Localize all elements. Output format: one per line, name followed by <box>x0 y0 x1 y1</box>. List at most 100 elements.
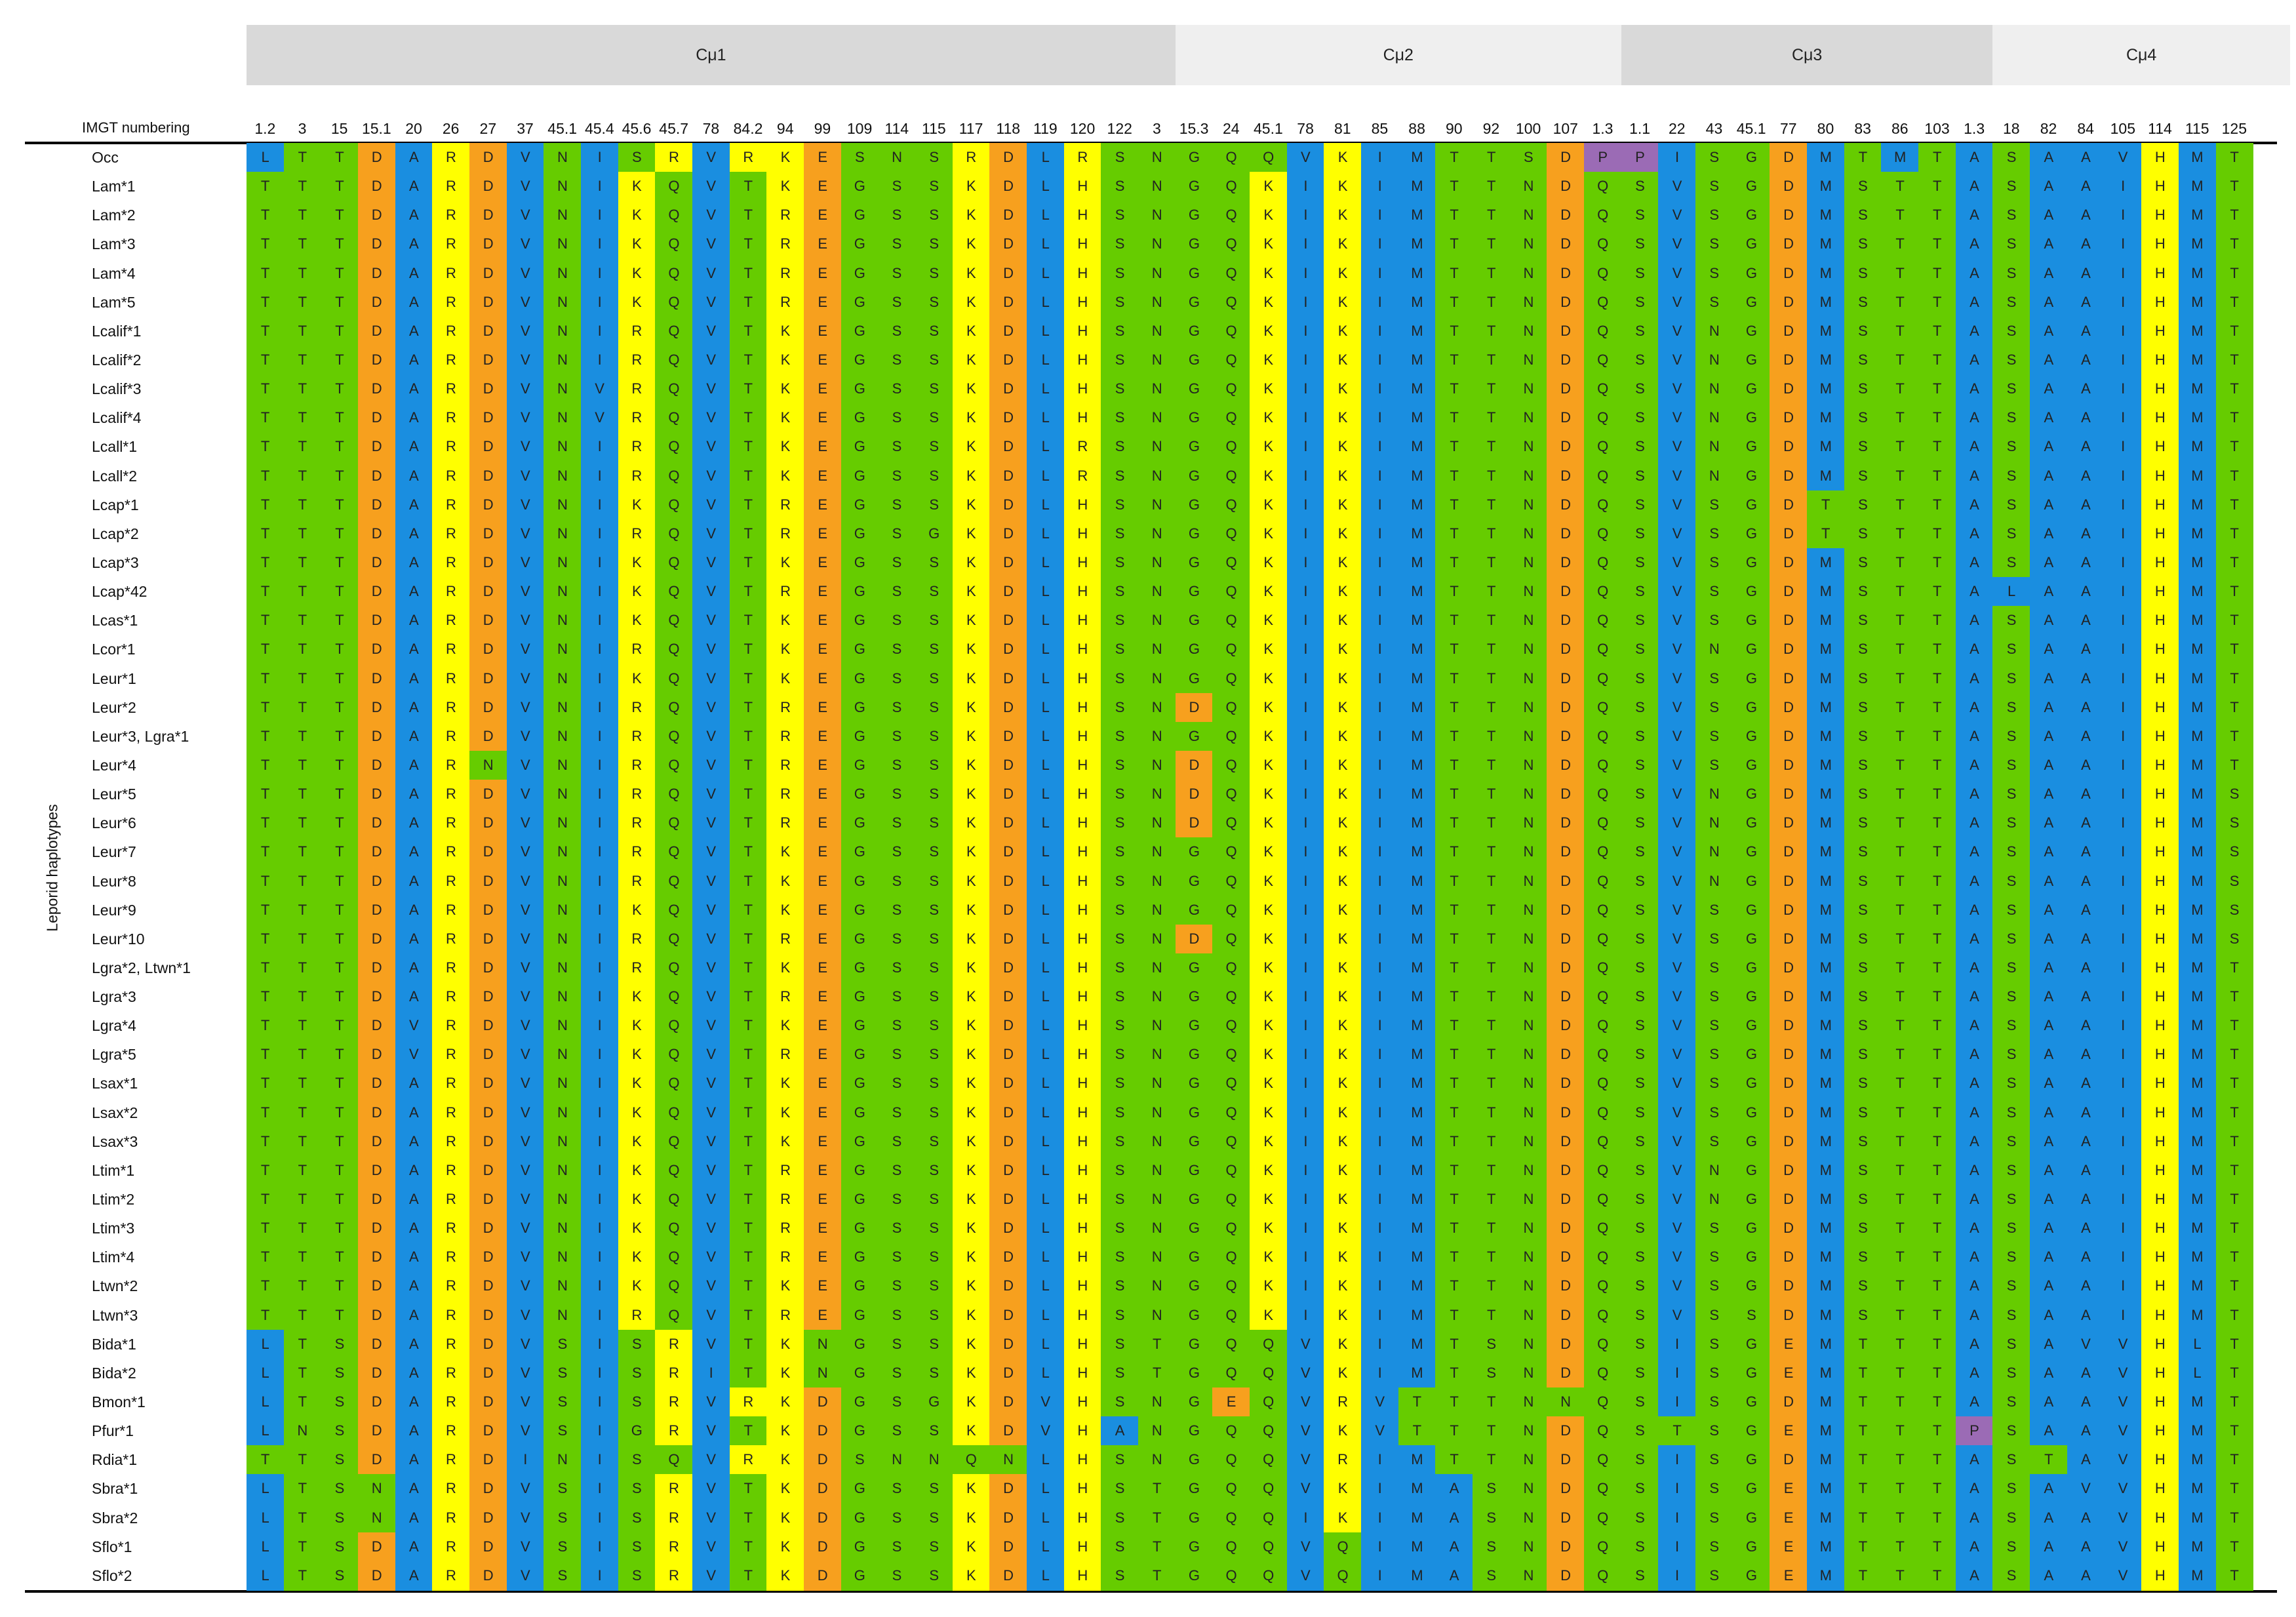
residue-cell: R <box>766 201 804 230</box>
residue-cell: R <box>766 1243 804 1273</box>
residue-cell: K <box>1250 1127 1288 1157</box>
residue-cell: V <box>1658 519 1696 549</box>
residue-cell: S <box>1621 316 1659 346</box>
residue-cell: A <box>395 692 433 723</box>
residue-cell: H <box>2141 490 2179 520</box>
haplotype-label: Lsax*3 <box>92 1132 138 1150</box>
residue-cell: N <box>1138 1445 1176 1475</box>
residue-cell: M <box>1398 1214 1436 1243</box>
residue-cell: D <box>358 750 396 780</box>
residue-cell: N <box>1509 1040 1548 1070</box>
residue-cell: N <box>1509 982 1548 1012</box>
residue-cell: G <box>841 1329 879 1359</box>
residue-cell: D <box>469 1358 507 1388</box>
residue-cell: L <box>1027 1185 1065 1214</box>
residue-cell: T <box>1844 1561 1882 1591</box>
residue-cell: T <box>1918 1069 1956 1099</box>
residue-cell: S <box>915 635 953 665</box>
residue-cell: D <box>1547 1214 1585 1243</box>
residue-cell: N <box>1138 316 1176 346</box>
residue-cell: S <box>1844 1185 1882 1214</box>
residue-cell: G <box>1732 201 1771 230</box>
residue-cell: S <box>1992 1127 2030 1157</box>
residue-cell: S <box>915 374 953 404</box>
residue-cell: S <box>1101 982 1139 1012</box>
residue-cell: G <box>841 780 879 809</box>
residue-cell: I <box>2104 1127 2142 1157</box>
residue-cell: T <box>283 403 321 433</box>
residue-cell: K <box>1324 548 1362 578</box>
residue-cell: M <box>1807 692 1845 723</box>
residue-cell: K <box>952 258 990 289</box>
domain-header-3: Cμ3 <box>1621 25 1993 85</box>
residue-cell: M <box>1398 750 1436 780</box>
residue-cell: L <box>1027 201 1065 230</box>
residue-cell: E <box>804 519 842 549</box>
residue-cell: M <box>1398 316 1436 346</box>
residue-cell: T <box>2215 1098 2253 1128</box>
residue-cell: R <box>618 461 656 491</box>
residue-cell: N <box>1509 1561 1548 1591</box>
residue-cell: I <box>1286 374 1325 404</box>
residue-cell: V <box>692 1387 730 1417</box>
residue-cell: Q <box>1584 1358 1622 1388</box>
residue-cell: D <box>358 635 396 665</box>
residue-cell: S <box>1844 1069 1882 1099</box>
residue-cell: I <box>2104 1185 2142 1214</box>
residue-cell: M <box>2178 1561 2217 1591</box>
residue-cell: H <box>1063 866 1101 896</box>
residue-cell: A <box>2030 143 2068 172</box>
residue-cell: I <box>1286 1243 1325 1273</box>
residue-cell: K <box>1324 606 1362 635</box>
residue-cell: D <box>1770 692 1808 723</box>
residue-cell: S <box>1621 721 1659 751</box>
residue-cell: I <box>2104 1040 2142 1070</box>
residue-cell: A <box>395 866 433 896</box>
residue-cell: S <box>1695 143 1733 172</box>
residue-cell: V <box>1658 606 1696 635</box>
residue-cell: G <box>1732 1040 1771 1070</box>
residue-cell: M <box>1398 374 1436 404</box>
residue-cell: D <box>358 519 396 549</box>
residue-cell: Q <box>655 721 693 751</box>
residue-cell: R <box>432 201 470 230</box>
residue-cell: V <box>1658 316 1696 346</box>
residue-cell: V <box>506 1127 544 1157</box>
residue-cell: E <box>804 780 842 809</box>
residue-cell: A <box>1955 866 1994 896</box>
residue-cell: N <box>1138 1243 1176 1273</box>
residue-cell: T <box>729 606 767 635</box>
position-label: 1.3 <box>1964 120 1985 137</box>
residue-cell: K <box>766 1271 804 1302</box>
residue-cell: K <box>1324 982 1362 1012</box>
residue-cell: T <box>2215 143 2253 172</box>
residue-cell: E <box>804 692 842 723</box>
residue-cell: I <box>2104 866 2142 896</box>
residue-cell: N <box>544 750 582 780</box>
residue-cell: E <box>804 1214 842 1243</box>
residue-cell: V <box>1286 1416 1325 1446</box>
haplotype-label: Pfur*1 <box>92 1422 134 1440</box>
residue-cell: T <box>1435 780 1473 809</box>
residue-cell: D <box>1547 750 1585 780</box>
residue-cell: H <box>1063 895 1101 925</box>
residue-cell: T <box>1881 1040 1919 1070</box>
residue-cell: S <box>1992 664 2030 694</box>
residue-cell: K <box>618 577 656 607</box>
residue-cell: M <box>1398 143 1436 172</box>
residue-cell: G <box>1732 664 1771 694</box>
y-axis-label: Leporid haplotypes <box>43 804 61 932</box>
residue-cell: V <box>692 1271 730 1302</box>
residue-cell: T <box>1473 808 1511 838</box>
residue-cell: I <box>1361 953 1399 983</box>
residue-cell: K <box>1250 750 1288 780</box>
residue-cell: R <box>618 519 656 549</box>
residue-cell: T <box>1473 548 1511 578</box>
residue-cell: T <box>283 635 321 665</box>
residue-cell: A <box>2067 490 2105 520</box>
residue-cell: K <box>1324 1069 1362 1099</box>
residue-cell: K <box>952 316 990 346</box>
residue-cell: G <box>841 1474 879 1504</box>
residue-cell: I <box>1361 172 1399 201</box>
position-label: 78 <box>702 120 720 137</box>
